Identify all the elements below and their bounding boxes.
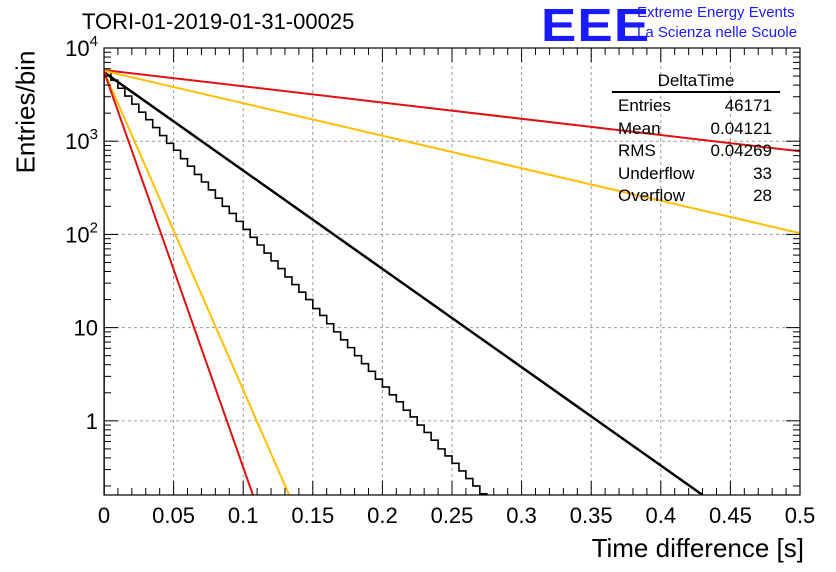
stats-label: Underflow [618,163,695,183]
x-tick-label: 0 [98,503,110,528]
stats-title: DeltaTime [657,71,735,90]
x-axis-label: Time difference [s] [591,533,804,563]
x-tick-label: 0.35 [570,503,613,528]
stats-label: Overflow [618,186,686,205]
stats-label: RMS [618,141,656,160]
x-tick-label: 0.25 [431,503,474,528]
y-tick-label: 10 [74,316,98,341]
series-line [104,71,254,495]
y-tick-label: 103 [65,126,98,154]
stats-value: 33 [753,163,772,183]
eee-logo: EEE [541,0,651,51]
series-line [104,69,800,235]
stats-value: 28 [753,186,772,205]
x-tick-label: 0.2 [367,503,398,528]
y-tick-label: 1 [86,409,98,434]
x-tick-label: 0.05 [152,503,195,528]
x-tick-label: 0.3 [506,503,537,528]
y-tick-label: 104 [65,33,98,61]
stats-value: 46171 [724,96,772,115]
x-tick-label: 0.1 [228,503,259,528]
stats-row-rms: RMS 0.04269 [612,140,780,163]
series-line [104,69,800,153]
stats-label: Entries [618,96,671,115]
x-tick-label: 0.45 [709,503,752,528]
x-tick-label: 0.4 [646,503,677,528]
histogram-outline [104,70,800,495]
stats-value: 0.04269 [710,141,772,160]
logo-line-2: La Scienza nelle Scuole [637,24,798,41]
y-axis-label: Entries/bin [10,50,41,174]
stats-divider [612,91,780,93]
stats-label: Mean [618,118,661,138]
x-tick-label: 0.5 [785,503,816,528]
stats-row-overflow: Overflow 28 [612,185,780,208]
y-tick-label: 102 [65,219,98,247]
series-line [104,71,291,495]
x-tick-label: 0.15 [291,503,334,528]
stats-value: 0.04121 [710,118,772,138]
logo-line-1: Extreme Energy Events [637,4,795,21]
stats-row-underflow: Underflow 33 [612,163,780,186]
series-line [104,71,704,495]
stats-row-entries: Entries 46171 [612,95,780,118]
stats-box: DeltaTime Entries 46171 Mean 0.04121 RMS… [612,72,780,208]
chart-title: TORI-01-2019-01-31-00025 [82,9,355,34]
stats-row-mean: Mean 0.04121 [612,118,780,141]
